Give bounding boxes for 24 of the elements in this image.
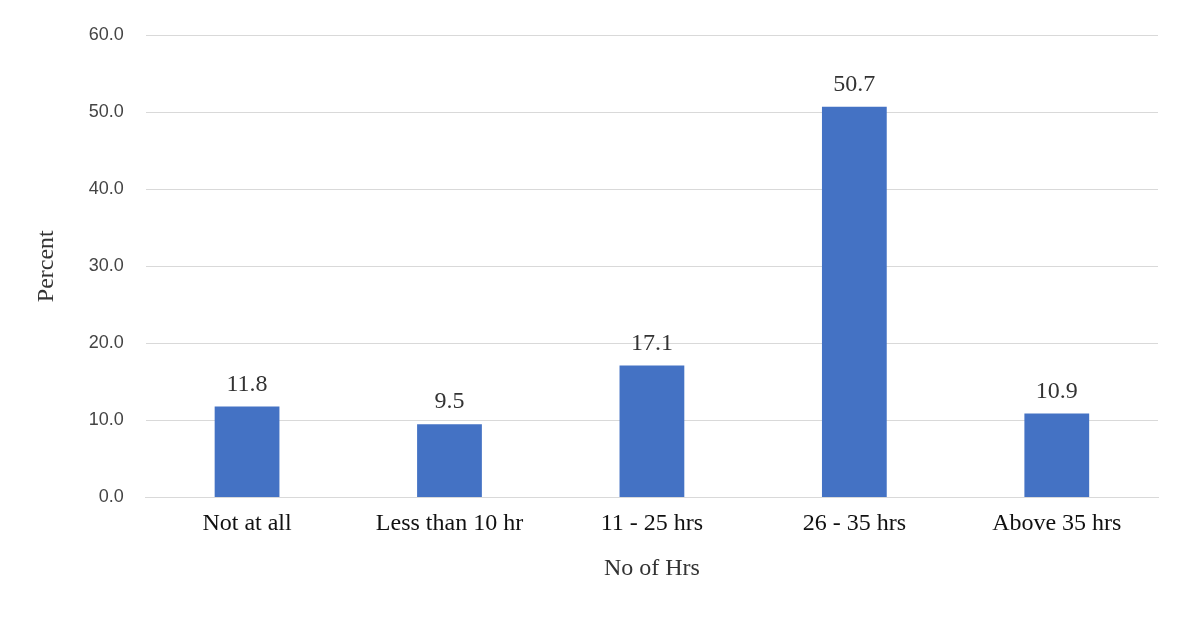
data-label: 11.8 [226,369,268,396]
x-tick-label: 11 - 25 hrs [600,509,704,536]
bar [821,106,887,497]
x-axis-title: No of Hrs [603,553,700,580]
x-tick-label: Above 35 hrs [992,509,1122,536]
x-tick-label: 26 - 35 hrs [802,509,907,536]
data-label: 17.1 [630,328,673,355]
y-tick-label: 60.0 [88,23,124,44]
data-label: 10.9 [1035,376,1078,403]
bar [417,424,482,497]
bar [1024,413,1090,497]
y-tick-label: 30.0 [88,255,124,276]
x-tick-label: Not at all [202,509,293,536]
y-tick-label: 50.0 [88,101,124,122]
data-label: 50.7 [833,69,876,96]
bar [619,365,685,497]
data-label: 9.5 [434,387,465,414]
y-tick-label: 10.0 [88,409,124,430]
bar [214,406,280,497]
x-tick-label: Less than 10 hr [375,509,524,536]
y-tick-label: 40.0 [88,178,124,199]
y-tick-label: 0.0 [98,486,124,507]
y-tick-label: 20.0 [88,332,124,353]
y-axis-title: Percent [31,229,58,303]
